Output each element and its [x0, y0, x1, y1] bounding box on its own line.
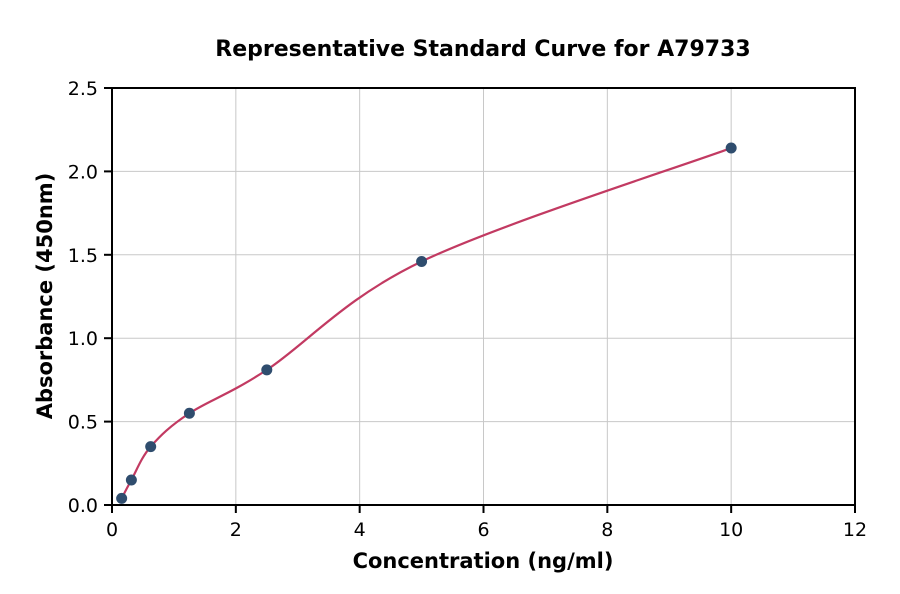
svg-text:0.0: 0.0 [68, 495, 98, 517]
svg-text:12: 12 [843, 519, 867, 541]
data-point [725, 142, 737, 154]
svg-text:2.5: 2.5 [68, 78, 98, 100]
fit-curve-line [120, 147, 732, 499]
data-point [261, 364, 273, 376]
data-point [183, 407, 195, 419]
data-point [416, 255, 428, 267]
svg-text:6: 6 [477, 519, 489, 541]
svg-text:1.5: 1.5 [68, 245, 98, 267]
axis-ticks [104, 87, 856, 513]
svg-text:0.5: 0.5 [68, 412, 98, 434]
data-point [145, 441, 157, 453]
svg-text:10: 10 [719, 519, 743, 541]
y-axis-label: Absorbance (450nm) [33, 173, 57, 420]
data-point [125, 474, 137, 486]
svg-text:4: 4 [354, 519, 366, 541]
chart-title: Representative Standard Curve for A79733 [215, 37, 750, 62]
svg-text:1.0: 1.0 [68, 328, 98, 350]
x-axis-label: Concentration (ng/ml) [353, 549, 614, 573]
svg-text:0: 0 [106, 519, 118, 541]
svg-text:8: 8 [601, 519, 613, 541]
svg-text:2.0: 2.0 [68, 161, 98, 183]
data-points [116, 142, 737, 504]
svg-text:2: 2 [230, 519, 242, 541]
y-tick-labels: 0.0 0.5 1.0 1.5 2.0 2.5 [68, 78, 98, 517]
data-point [116, 492, 128, 504]
grid-lines [111, 87, 856, 506]
x-tick-labels: 0 2 4 6 8 10 12 [106, 519, 867, 541]
